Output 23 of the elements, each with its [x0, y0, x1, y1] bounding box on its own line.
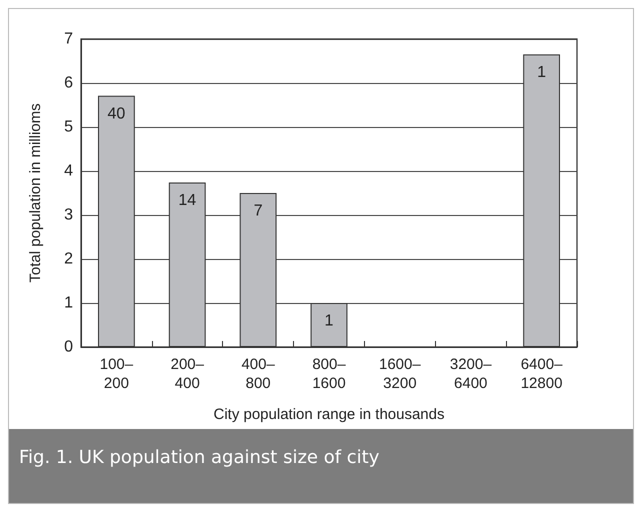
annotation: 1 [324, 312, 334, 330]
text: Fig. 1. UK population against size of city [9, 429, 633, 503]
x-tick-label: 800– 1600 [312, 356, 346, 392]
x-tick-label: 6400– 12800 [520, 356, 564, 392]
annotation: 7 [254, 202, 263, 220]
y-tick-label: 3 [64, 206, 74, 224]
y-tick-label: 7 [64, 30, 74, 48]
x-axis-title: City population range in thousands [214, 406, 444, 423]
annotation: 14 [178, 192, 196, 209]
y-tick-label: 2 [64, 250, 74, 268]
x-tick-label: 3200– 6400 [450, 356, 492, 392]
x-tick-label: 400– 800 [241, 356, 276, 392]
y-tick-label: 5 [64, 118, 74, 136]
annotation: 40 [108, 105, 126, 122]
y-tick-label: 1 [64, 294, 74, 312]
y-tick-label: 6 [64, 74, 74, 92]
x-tick-label: 1600– 3200 [379, 356, 422, 392]
x-tick-label: 100– 200 [100, 356, 134, 392]
y-tick-label: 0 [64, 338, 74, 356]
y-tick-label: 4 [64, 162, 74, 180]
x-tick-label: 200– 400 [170, 356, 205, 392]
y-axis-title: Total population in millioms [27, 103, 44, 283]
annotation: 1 [537, 64, 546, 81]
